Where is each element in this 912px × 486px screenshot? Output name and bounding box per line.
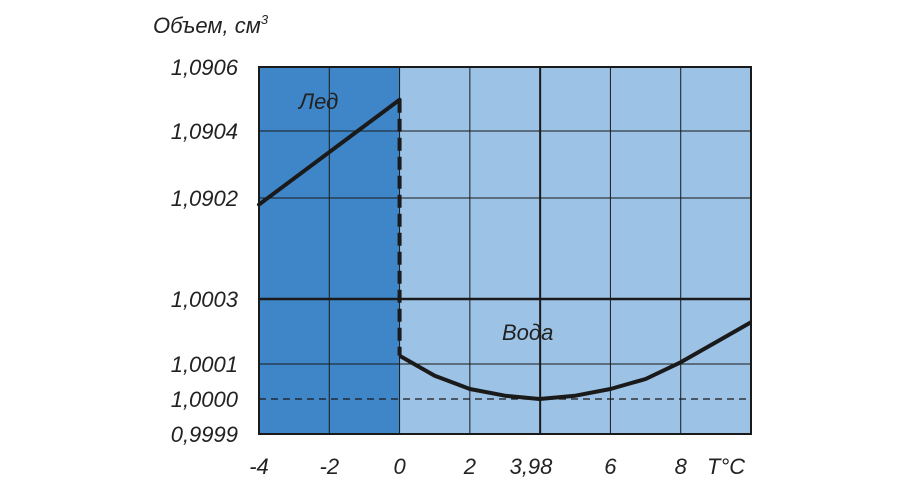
- x-tick-labels: -4 -2 0 2 3,98 6 8: [249, 454, 687, 479]
- x-tick-label: -4: [249, 454, 269, 479]
- water-curve: [398, 320, 752, 401]
- x-tick-label: 2: [463, 454, 476, 479]
- grid-lines: [258, 66, 752, 435]
- y-tick-label: 1,0001: [171, 352, 238, 377]
- y-tick-label: 1,0003: [171, 287, 239, 312]
- ice-region-label: Лед: [297, 89, 338, 114]
- y-tick-label: 1,0906: [171, 55, 239, 80]
- x-tick-label: 6: [604, 454, 617, 479]
- y-axis-title-text: Объем, см: [153, 13, 261, 38]
- y-tick-labels: 1,0906 1,0904 1,0902 1,0003 1,0001 1,0000 0,99…: [171, 55, 239, 447]
- y-axis-title: Объем, см3: [153, 12, 269, 38]
- water-region-label: Вода: [502, 320, 553, 345]
- x-tick-label: -2: [320, 454, 340, 479]
- x-tick-label: 0: [393, 454, 406, 479]
- y-tick-label: 0,9999: [171, 422, 238, 447]
- x-tick-label: 3,98: [510, 454, 554, 479]
- water-region: [399, 67, 751, 434]
- y-tick-label: 1,0902: [171, 186, 238, 211]
- plot-border: [258, 66, 752, 435]
- curves: [257, 97, 752, 401]
- y-tick-label: 1,0000: [171, 387, 239, 412]
- ice-line: [257, 97, 402, 207]
- y-axis-title-superscript: 3: [261, 12, 269, 27]
- x-tick-label: 8: [675, 454, 688, 479]
- y-tick-label: 1,0904: [171, 119, 238, 144]
- x-axis-title: T°C: [707, 454, 745, 479]
